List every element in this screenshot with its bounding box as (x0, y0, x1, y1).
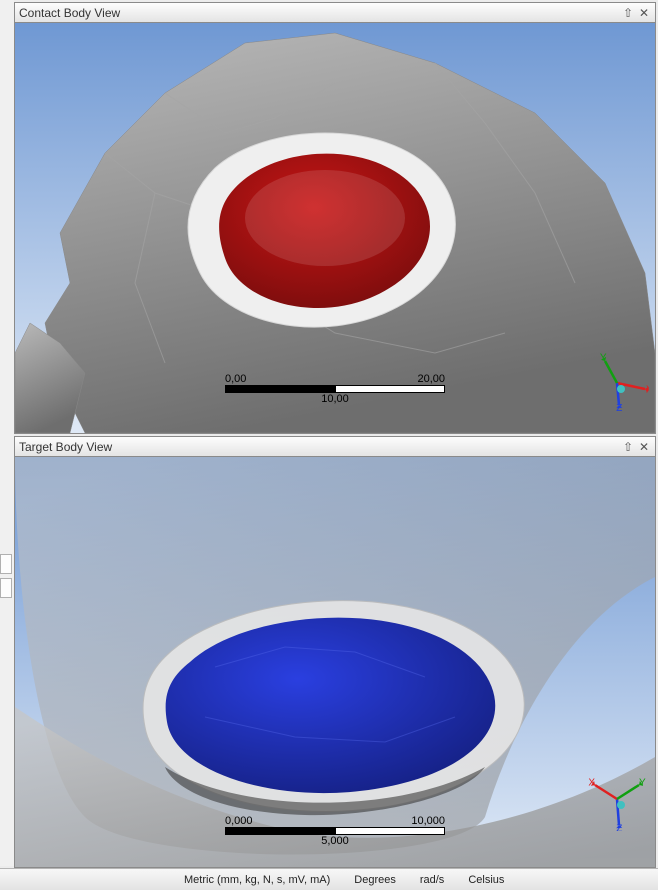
contact-viewport-render (15, 23, 655, 433)
status-rotation: rad/s (416, 874, 448, 886)
target-panel-header: Target Body View ⇧ ✕ (15, 437, 655, 457)
status-angle: Degrees (350, 874, 400, 886)
pin-icon[interactable]: ⇧ (621, 440, 635, 454)
target-body-view-panel: Target Body View ⇧ ✕ (14, 436, 656, 868)
close-icon[interactable]: ✕ (637, 440, 651, 454)
contact-panel-header: Contact Body View ⇧ ✕ (15, 3, 655, 23)
left-dock-strip (0, 0, 14, 866)
status-temperature: Celsius (464, 874, 508, 886)
scalebar-label: 10,00 (225, 393, 445, 405)
target-scalebar: 0,000 10,000 5,000 (225, 815, 445, 847)
svg-text:X: X (646, 385, 649, 396)
scalebar-label: 0,000 (225, 815, 253, 827)
target-viewport[interactable]: 0,000 10,000 5,000 Z X Y (15, 457, 655, 867)
scalebar-label: 5,000 (225, 835, 445, 847)
contact-scalebar: 0,00 20,00 10,00 (225, 373, 445, 405)
contact-triad[interactable]: X Z Y (585, 351, 649, 415)
target-viewport-render (15, 457, 655, 867)
left-dock-tab-1[interactable] (0, 554, 12, 574)
pin-icon[interactable]: ⇧ (621, 6, 635, 20)
contact-panel-title: Contact Body View (19, 6, 619, 20)
contact-viewport[interactable]: 0,00 20,00 10,00 X Z Y (15, 23, 655, 433)
status-bar: Metric (mm, kg, N, s, mV, mA) Degrees ra… (0, 868, 658, 890)
svg-text:Y: Y (600, 352, 607, 363)
svg-text:Z: Z (616, 403, 622, 414)
target-triad[interactable]: Z X Y (585, 767, 649, 831)
svg-text:X: X (588, 778, 595, 789)
close-icon[interactable]: ✕ (637, 6, 651, 20)
status-units: Metric (mm, kg, N, s, mV, mA) (180, 874, 334, 886)
left-dock-tab-2[interactable] (0, 578, 12, 598)
svg-text:Y: Y (639, 778, 646, 789)
scalebar-label: 0,00 (225, 373, 246, 385)
scalebar-label: 20,00 (417, 373, 445, 385)
target-panel-title: Target Body View (19, 440, 619, 454)
scalebar-label: 10,000 (411, 815, 445, 827)
contact-body-view-panel: Contact Body View ⇧ ✕ (14, 2, 656, 434)
svg-text:Z: Z (616, 824, 622, 831)
